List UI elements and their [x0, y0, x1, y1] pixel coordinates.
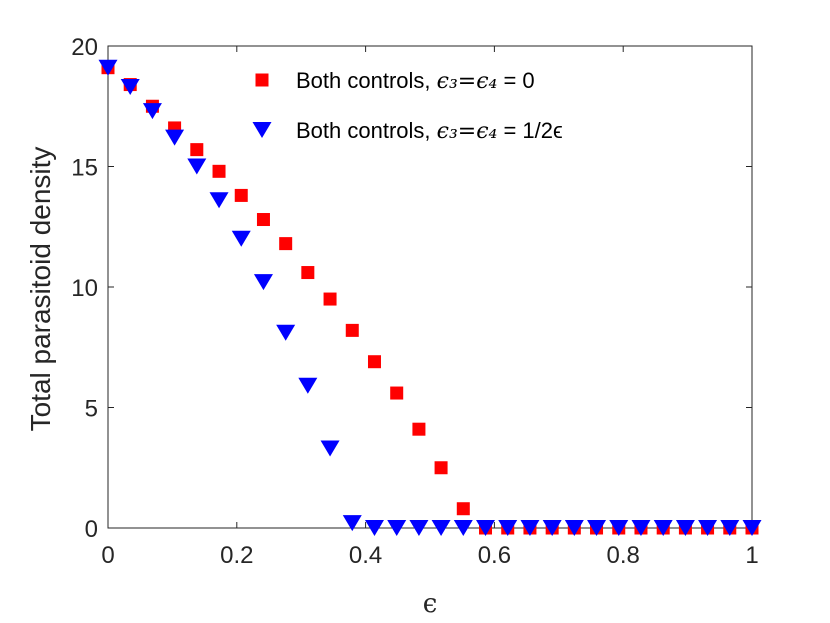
- square-point: [212, 164, 226, 178]
- triangle-point: [587, 520, 607, 536]
- legend-marker: [252, 122, 272, 138]
- y-axis-label: Total parasitoid density: [25, 147, 56, 432]
- triangle-point: [498, 520, 518, 536]
- triangle-point: [187, 158, 207, 175]
- triangle-point: [698, 520, 718, 536]
- triangle-point: [431, 520, 451, 536]
- square-point: [301, 266, 315, 280]
- square-point: [367, 355, 381, 369]
- triangle-point: [165, 129, 185, 146]
- plot-frame: [107, 45, 753, 529]
- x-tick-label: 0: [101, 542, 114, 569]
- square-point: [456, 502, 470, 516]
- triangle-point: [320, 440, 340, 457]
- triangle-point: [564, 520, 584, 536]
- triangle-point: [142, 103, 162, 120]
- plot-area-box: [107, 45, 753, 529]
- triangle-point: [298, 377, 318, 394]
- x-tick-label: 0.2: [220, 542, 253, 569]
- square-point: [256, 213, 270, 227]
- x-tick-label: 0.6: [478, 542, 511, 569]
- triangle-point: [542, 520, 562, 536]
- triangle-point: [653, 520, 673, 536]
- y-tick-label: 0: [85, 516, 98, 543]
- triangle-point: [409, 520, 429, 536]
- x-tick-label: 1: [745, 542, 758, 569]
- x-tick-label: 0.8: [607, 542, 640, 569]
- triangle-point: [364, 520, 384, 536]
- triangle-point: [120, 78, 140, 95]
- triangle-point: [231, 230, 251, 247]
- triangle-point: [675, 520, 695, 536]
- square-point: [234, 188, 248, 202]
- triangle-point: [253, 274, 273, 291]
- legend-marker: [255, 73, 269, 87]
- series-2: [98, 59, 762, 536]
- legend: Both controls, ϵ₃=ϵ₄ = 0 Both controls, ϵ…: [252, 68, 563, 144]
- x-axis-label: ϵ: [423, 589, 438, 619]
- triangle-point: [609, 520, 629, 536]
- square-point: [279, 237, 293, 251]
- data-markers: [98, 59, 762, 536]
- y-tick-label: 15: [71, 155, 98, 182]
- legend-entry-2: Both controls, ϵ₃=ϵ₄ = 1/2ϵ: [296, 118, 563, 144]
- square-point: [434, 461, 448, 475]
- triangle-point: [631, 520, 651, 536]
- triangle-point: [476, 520, 496, 536]
- triangle-point: [453, 520, 473, 536]
- square-point: [412, 422, 426, 436]
- triangle-point: [742, 520, 762, 536]
- square-point: [323, 292, 337, 306]
- triangle-point: [520, 520, 540, 536]
- triangle-point: [209, 192, 229, 209]
- x-tick-label: 0.4: [349, 542, 382, 569]
- triangle-point: [720, 520, 740, 536]
- square-point: [190, 143, 204, 157]
- triangle-point: [342, 515, 362, 532]
- square-point: [345, 323, 359, 337]
- y-tick-label: 5: [85, 396, 98, 423]
- y-tick-label: 10: [71, 275, 98, 302]
- legend-entry-1: Both controls, ϵ₃=ϵ₄ = 0: [296, 68, 535, 94]
- square-point: [390, 386, 404, 400]
- triangle-point: [276, 324, 296, 341]
- triangle-point: [387, 520, 407, 536]
- triangle-point: [98, 59, 118, 76]
- y-tick-label: 20: [71, 34, 98, 61]
